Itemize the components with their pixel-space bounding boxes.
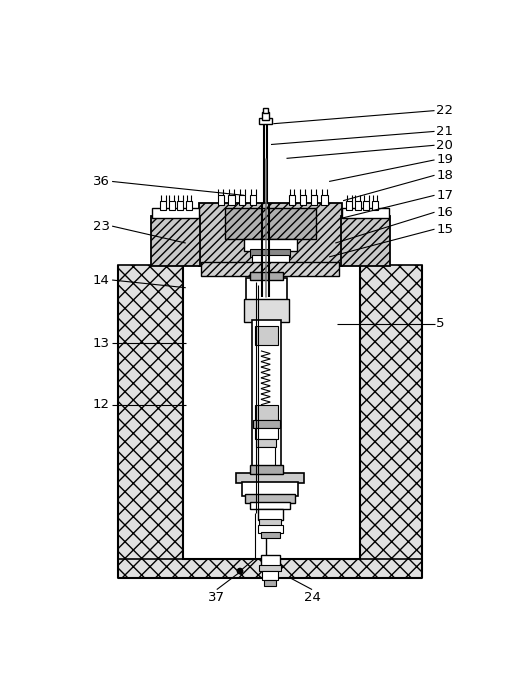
Bar xyxy=(250,250,290,257)
Bar xyxy=(321,195,328,205)
Text: 16: 16 xyxy=(436,205,453,219)
Bar xyxy=(245,494,295,503)
Bar xyxy=(255,405,278,420)
Bar xyxy=(246,278,287,301)
Text: 13: 13 xyxy=(93,337,110,350)
Circle shape xyxy=(237,568,243,574)
Bar xyxy=(372,201,378,210)
Bar xyxy=(289,195,295,205)
Bar xyxy=(177,201,183,210)
Bar xyxy=(199,203,342,266)
Bar xyxy=(118,264,186,561)
Bar xyxy=(243,482,298,496)
Bar xyxy=(263,108,268,113)
Bar xyxy=(255,326,278,346)
Bar xyxy=(250,195,256,205)
Bar xyxy=(354,264,422,561)
Text: 36: 36 xyxy=(93,175,110,188)
Bar xyxy=(255,428,278,439)
Bar xyxy=(244,299,289,322)
Bar xyxy=(250,465,282,474)
Bar xyxy=(355,201,361,210)
Bar xyxy=(225,208,316,239)
Text: 12: 12 xyxy=(93,398,110,412)
Bar xyxy=(217,195,224,205)
Bar xyxy=(261,112,269,120)
Bar xyxy=(253,420,279,428)
Bar xyxy=(201,262,339,276)
Bar xyxy=(236,473,304,483)
Text: 22: 22 xyxy=(436,104,453,117)
Bar xyxy=(264,580,277,586)
Text: 18: 18 xyxy=(436,169,453,182)
Bar xyxy=(363,201,370,210)
Bar xyxy=(239,195,245,205)
Bar xyxy=(183,264,360,559)
Bar xyxy=(258,447,275,466)
Bar xyxy=(250,273,282,280)
Bar xyxy=(300,195,306,205)
Text: 14: 14 xyxy=(93,273,110,287)
Bar xyxy=(244,239,297,251)
Bar xyxy=(250,502,290,509)
Bar xyxy=(169,201,175,210)
Text: 17: 17 xyxy=(436,188,453,202)
Bar xyxy=(262,571,278,580)
Bar xyxy=(261,532,279,538)
Bar xyxy=(160,201,166,210)
Bar xyxy=(152,208,199,218)
Bar xyxy=(310,195,317,205)
Bar xyxy=(256,439,277,447)
Text: 5: 5 xyxy=(436,317,445,330)
Text: 21: 21 xyxy=(436,125,453,138)
Bar xyxy=(186,201,192,210)
Bar xyxy=(258,525,282,533)
Bar xyxy=(261,555,279,565)
Bar xyxy=(259,119,272,125)
Text: 19: 19 xyxy=(436,153,453,166)
Bar xyxy=(118,559,422,578)
Text: 24: 24 xyxy=(303,591,320,604)
Bar xyxy=(258,508,282,520)
Bar xyxy=(341,216,391,266)
Bar xyxy=(251,320,281,466)
Bar xyxy=(259,519,281,526)
Text: 37: 37 xyxy=(208,591,225,604)
Bar xyxy=(342,208,389,218)
Text: 23: 23 xyxy=(93,220,110,233)
Bar xyxy=(251,256,289,264)
Bar xyxy=(259,565,281,571)
Text: 15: 15 xyxy=(436,222,453,236)
Bar xyxy=(151,216,201,266)
Text: 20: 20 xyxy=(436,139,453,152)
Bar xyxy=(228,195,235,205)
Bar xyxy=(346,201,352,210)
